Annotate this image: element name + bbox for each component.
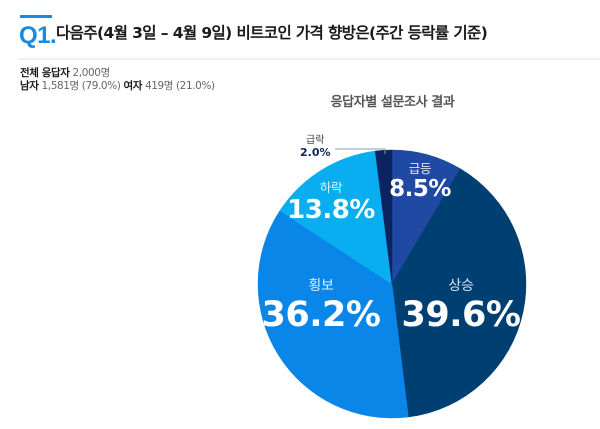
slice-label-1: 상승 39.6% — [401, 278, 521, 335]
chart-title: 응답자별 설문조사 결과 — [330, 95, 455, 110]
pie-slice-4 — [374, 149, 393, 285]
question-title: 다음주(4월 3일 – 4월 9일) 비트코인 가격 향방은(주간 등락률 기준… — [56, 24, 488, 42]
question-number: Q1. — [19, 22, 57, 49]
slice-label-3: 하락 13.8% — [287, 180, 375, 225]
pie-slices — [257, 149, 527, 419]
female-label: 여자 — [123, 80, 142, 92]
total-value: 2,000명 — [72, 67, 111, 79]
male-value: 1,581명 (79.0%) — [41, 80, 121, 92]
leader-line — [335, 148, 386, 154]
pie-slice-2 — [257, 210, 409, 419]
slice-label-2: 횡보 36.2% — [261, 278, 381, 335]
slice-label-0: 급등 8.5% — [389, 161, 451, 202]
slice-label-4: 급락 2.0% — [300, 135, 331, 159]
gender-line: 남자 1,581명 (79.0%) 여자 419명 (21.0%) — [20, 80, 215, 93]
pie-slice-3 — [279, 150, 393, 285]
male-label: 남자 — [20, 80, 39, 92]
question-accent-bar — [20, 15, 52, 18]
respondent-stats: 전체 응답자 2,000명 남자 1,581명 (79.0%) 여자 419명 … — [20, 67, 215, 93]
total-respondents-line: 전체 응답자 2,000명 — [20, 67, 215, 80]
header-divider — [18, 58, 600, 60]
total-label: 전체 응답자 — [20, 67, 70, 79]
female-value: 419명 (21.0%) — [144, 80, 215, 92]
pie-slice-1 — [391, 168, 527, 418]
